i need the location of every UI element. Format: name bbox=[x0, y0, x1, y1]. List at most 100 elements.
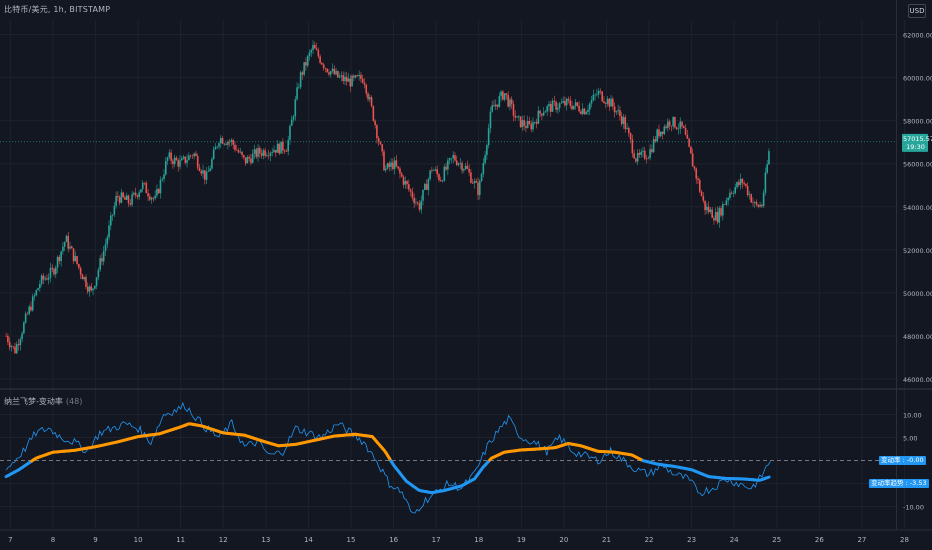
candle-body bbox=[159, 179, 162, 194]
candle-body bbox=[168, 152, 171, 158]
candle-body bbox=[21, 333, 23, 340]
candle-body bbox=[654, 139, 657, 142]
candle-body bbox=[250, 158, 252, 163]
candle-body bbox=[372, 106, 375, 121]
candle-body bbox=[65, 235, 68, 243]
candle-body bbox=[349, 78, 352, 87]
candle-body bbox=[571, 105, 573, 110]
candle-body bbox=[141, 182, 144, 190]
candle-body bbox=[608, 98, 611, 107]
candle-body bbox=[406, 180, 408, 185]
candle-body bbox=[541, 113, 543, 116]
candle-body bbox=[223, 143, 226, 145]
candle-body bbox=[649, 149, 651, 158]
candle-body bbox=[471, 182, 474, 184]
candle-body bbox=[99, 258, 101, 270]
candle-body bbox=[690, 146, 692, 154]
time-tick-label: 26 bbox=[815, 536, 824, 544]
candle-body bbox=[315, 48, 318, 50]
candle-body bbox=[361, 78, 364, 83]
candle-body bbox=[70, 246, 73, 249]
candle-body bbox=[86, 286, 89, 292]
candle-body bbox=[722, 204, 724, 216]
candle-body bbox=[730, 192, 733, 194]
candle-body bbox=[37, 288, 39, 291]
candle-body bbox=[684, 128, 687, 135]
candle-body bbox=[624, 117, 627, 129]
currency-button[interactable]: USD bbox=[908, 4, 926, 18]
candle-body bbox=[711, 209, 713, 218]
candle-body bbox=[686, 134, 689, 139]
candle-body bbox=[76, 256, 78, 264]
candle-body bbox=[186, 160, 188, 163]
candle-body bbox=[326, 68, 329, 73]
candle-body bbox=[260, 153, 263, 156]
candle-body bbox=[404, 180, 407, 185]
candle-body bbox=[338, 76, 341, 78]
candle-body bbox=[397, 166, 399, 169]
candle-body bbox=[212, 149, 215, 160]
candle-body bbox=[626, 128, 628, 129]
candle-body bbox=[264, 150, 266, 156]
candle-body bbox=[535, 121, 538, 124]
price-tick-label: 60000.00 bbox=[903, 75, 932, 83]
candle-body bbox=[10, 346, 13, 348]
candle-body bbox=[189, 155, 192, 157]
candle-body bbox=[663, 126, 666, 134]
candle-body bbox=[232, 139, 235, 145]
candle-body bbox=[670, 125, 673, 127]
candle-body bbox=[237, 150, 240, 153]
candle-body bbox=[723, 204, 726, 205]
time-tick-label: 10 bbox=[134, 536, 143, 544]
candle-body bbox=[549, 104, 552, 112]
candle-body bbox=[280, 141, 282, 154]
candle-body bbox=[585, 112, 588, 115]
candle-body bbox=[755, 201, 758, 205]
candle-body bbox=[358, 75, 360, 77]
candle-body bbox=[172, 160, 174, 165]
candle-body bbox=[615, 111, 618, 113]
candle-body bbox=[55, 267, 57, 275]
candle-body bbox=[136, 195, 139, 197]
candle-body bbox=[399, 168, 401, 174]
candle-body bbox=[104, 244, 107, 252]
candle-body bbox=[74, 256, 77, 262]
candle-body bbox=[276, 143, 279, 153]
candle-body bbox=[214, 147, 217, 150]
price-tick-label: 56000.00 bbox=[903, 161, 932, 169]
candle-body bbox=[450, 158, 453, 159]
candle-body bbox=[463, 169, 465, 171]
candle-body bbox=[718, 208, 721, 223]
indicator-param: (48) bbox=[65, 397, 83, 406]
candle-body bbox=[354, 75, 357, 78]
candle-body bbox=[367, 93, 369, 100]
candle-body bbox=[720, 208, 722, 216]
candle-body bbox=[713, 217, 715, 221]
candle-body bbox=[411, 191, 414, 198]
candle-body bbox=[729, 192, 731, 198]
candle-body bbox=[255, 149, 258, 157]
symbol-title[interactable]: 比特币/美元, 1h, BITSTAMP bbox=[4, 5, 111, 14]
candle-body bbox=[188, 155, 190, 161]
candle-body bbox=[85, 277, 87, 287]
candle-body bbox=[331, 68, 334, 72]
candle-body bbox=[455, 160, 458, 165]
candle-body bbox=[464, 165, 467, 170]
candle-body bbox=[590, 100, 593, 104]
candle-body bbox=[230, 139, 233, 142]
roc-line bbox=[5, 401, 771, 514]
candle-body bbox=[150, 197, 153, 200]
time-tick-label: 11 bbox=[176, 536, 185, 544]
indicator-title[interactable]: 纳兰飞梦-变动率 (48) bbox=[4, 396, 82, 407]
candle-body bbox=[698, 180, 701, 192]
candle-body bbox=[351, 75, 353, 87]
candle-body bbox=[635, 158, 637, 162]
candle-body bbox=[184, 156, 187, 163]
candle-body bbox=[558, 103, 561, 108]
candle-body bbox=[564, 101, 566, 106]
candle-body bbox=[415, 202, 417, 204]
candle-body bbox=[533, 121, 536, 123]
candle-body bbox=[539, 110, 541, 114]
candle-body bbox=[118, 197, 121, 203]
